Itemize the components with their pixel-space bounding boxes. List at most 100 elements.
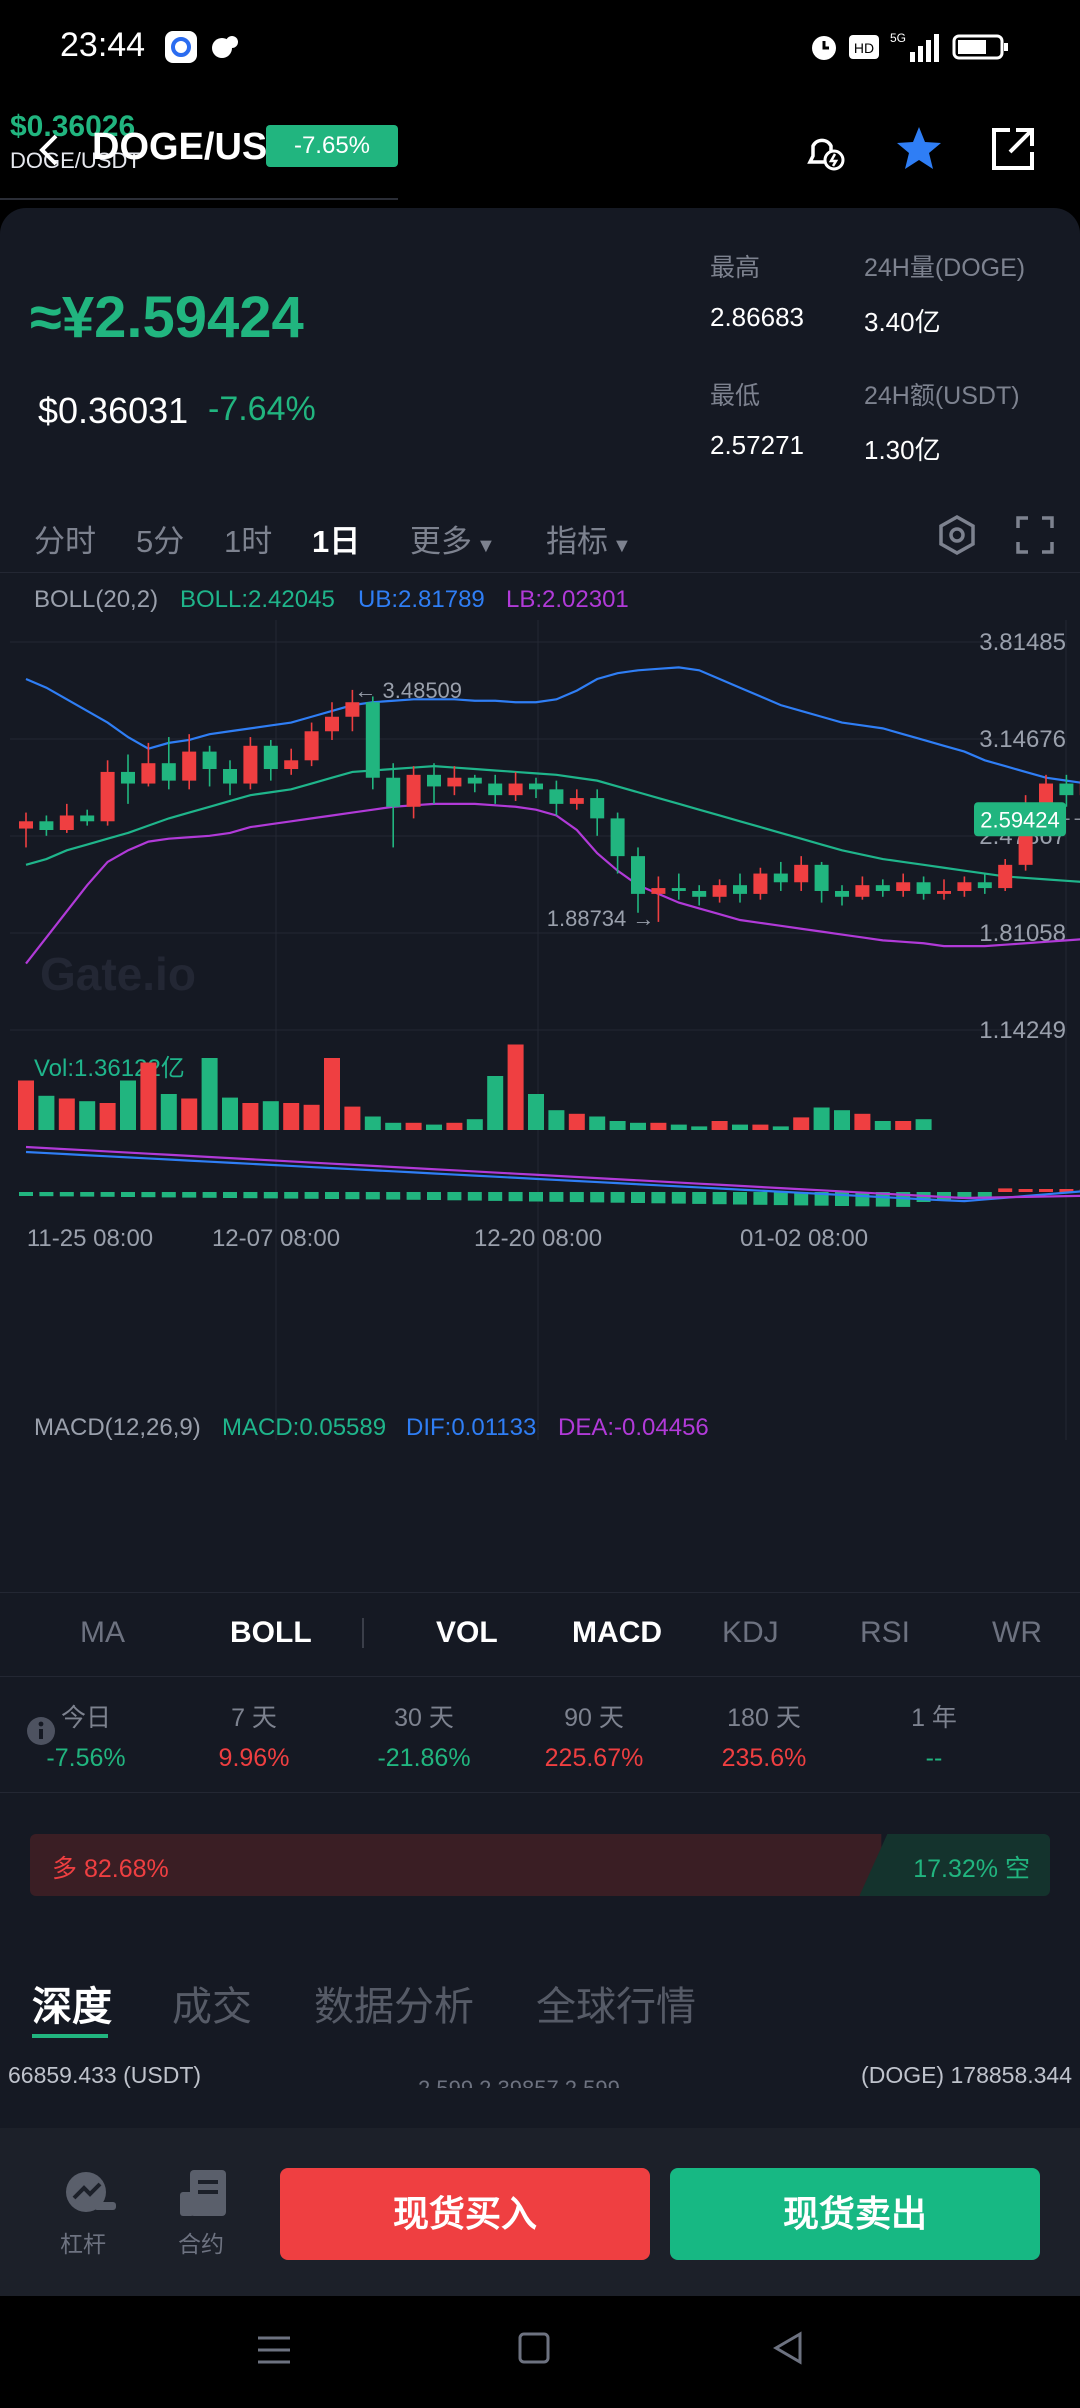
volume-bar (691, 1126, 708, 1130)
vol-value: 3.40亿 (864, 307, 941, 337)
volume-bar (58, 1098, 75, 1130)
leverage-icon (66, 2172, 116, 2212)
macd-histogram-bar (1059, 1189, 1074, 1192)
volume-bar (772, 1126, 789, 1130)
candle-body (916, 882, 931, 894)
volume-bar (18, 1080, 34, 1130)
status-time: 23:44 (60, 26, 146, 64)
home-icon[interactable] (516, 2330, 552, 2366)
candle-body (998, 864, 1013, 889)
tab-ma[interactable]: MA (80, 1616, 125, 1649)
volume-bar (38, 1095, 55, 1130)
share-icon[interactable] (988, 124, 1038, 174)
divider (0, 1792, 1080, 1793)
spot-sell-button[interactable]: 现货卖出 (670, 2168, 1040, 2260)
svg-text:5G: 5G (890, 31, 906, 45)
tab-depth[interactable]: 深度 (32, 1974, 112, 2038)
period-value: 235.6% (721, 1744, 807, 1772)
macd-histogram-bar (1018, 1189, 1033, 1192)
back-icon[interactable] (30, 130, 70, 170)
tab-1hour[interactable]: 1时 (224, 524, 273, 559)
tab-data-analysis[interactable]: 数据分析 (314, 1985, 474, 2029)
system-nav-bar (0, 2296, 1080, 2408)
volume-bar (446, 1122, 463, 1130)
price-alert-icon[interactable] (800, 124, 850, 174)
cny-price: ≈¥2.59424 (30, 285, 304, 350)
period-label: 180 天 (727, 1704, 801, 1732)
contract-button[interactable]: 合约 (178, 2168, 238, 2259)
divider (0, 1592, 1080, 1593)
info-icon[interactable] (26, 1716, 56, 1746)
macd-histogram-bar (243, 1192, 258, 1199)
macd-histogram-bar (284, 1192, 299, 1199)
candlestick-chart[interactable]: Gate.io3.814853.146762.478671.810581.142… (0, 620, 1080, 1455)
volume-bar (732, 1124, 748, 1130)
candle-body (121, 771, 135, 784)
back-nav-icon[interactable] (770, 2330, 806, 2366)
macd-histogram-bar (855, 1192, 870, 1207)
tab-timeshare[interactable]: 分时 (34, 524, 96, 559)
macd-histogram-bar (733, 1192, 747, 1205)
volume-bar (222, 1097, 238, 1130)
tab-1day[interactable]: 1日 (312, 524, 361, 559)
macd-histogram-bar (182, 1192, 197, 1198)
candle-body (1039, 783, 1053, 804)
candle-body (80, 815, 95, 822)
candle-body (406, 774, 421, 807)
spot-buy-button[interactable]: 现货买入 (280, 2168, 650, 2260)
volume-bar (752, 1124, 769, 1130)
candle-body (59, 815, 74, 830)
pair-title[interactable]: DOGE/US (92, 126, 268, 168)
tab-wr[interactable]: WR (992, 1616, 1042, 1649)
x-axis-label: 11-25 08:00 (27, 1225, 153, 1252)
macd-histogram-bar (386, 1192, 401, 1200)
volume-bar (589, 1116, 606, 1130)
volume-bar (364, 1116, 381, 1130)
volume-bar (813, 1107, 830, 1130)
period-value: 225.67% (544, 1744, 644, 1772)
fullscreen-icon[interactable] (1014, 514, 1056, 556)
macd-histogram-bar (80, 1192, 95, 1197)
menu-icon[interactable] (256, 2332, 292, 2368)
macd-histogram-bar (773, 1192, 788, 1206)
boll-upper-line (25, 666, 1080, 784)
tab-trades[interactable]: 成交 (172, 1985, 252, 2029)
volume-bar (262, 1101, 279, 1130)
macd-histogram-bar (325, 1192, 339, 1199)
tab-rsi[interactable]: RSI (860, 1616, 911, 1649)
divider (0, 1676, 1080, 1677)
tab-5min[interactable]: 5分 (136, 524, 185, 559)
tab-more[interactable]: 更多 ▼ (410, 516, 496, 561)
depth-right-total: (DOGE) 178858.344 (861, 2062, 1072, 2088)
settings-hex-icon[interactable] (936, 514, 978, 556)
volume-bar (711, 1121, 728, 1130)
macd-histogram-bar (202, 1192, 217, 1198)
tab-boll[interactable]: BOLL (230, 1616, 312, 1649)
macd-histogram-bar (957, 1192, 972, 1199)
tab-global-market[interactable]: 全球行情 (536, 1985, 696, 2029)
svg-text:HD: HD (854, 40, 874, 56)
candle-body (896, 882, 911, 891)
volume-bar (303, 1104, 320, 1130)
tab-macd[interactable]: MACD (572, 1616, 662, 1649)
macd-histogram-bar (692, 1192, 707, 1204)
tab-vol[interactable]: VOL (436, 1616, 498, 1649)
candle-body (651, 888, 666, 894)
volume-bar (834, 1110, 850, 1130)
candle-body (855, 885, 870, 897)
tab-indicator[interactable]: 指标 ▼ (546, 516, 632, 561)
tab-kdj[interactable]: KDJ (722, 1616, 779, 1649)
volume-bar (874, 1121, 891, 1130)
long-ratio: 多 82.68% (52, 1855, 169, 1883)
leverage-button[interactable]: 杠杆 (60, 2168, 120, 2259)
macd-dea-line (25, 1145, 1080, 1200)
gate-watermark: Gate.io (40, 948, 196, 1000)
boll-name: BOLL(20,2) (34, 586, 159, 613)
favorite-star-icon[interactable] (894, 124, 944, 174)
header: $0.36026 DOGE/USDT DOGE/US -7.65% (0, 96, 1080, 208)
volume-bar (385, 1122, 402, 1130)
volume-bar (120, 1080, 136, 1130)
candle-body (263, 745, 278, 770)
macd-dif: DIF:0.01133 (406, 1414, 537, 1441)
volume-bar (670, 1124, 687, 1130)
